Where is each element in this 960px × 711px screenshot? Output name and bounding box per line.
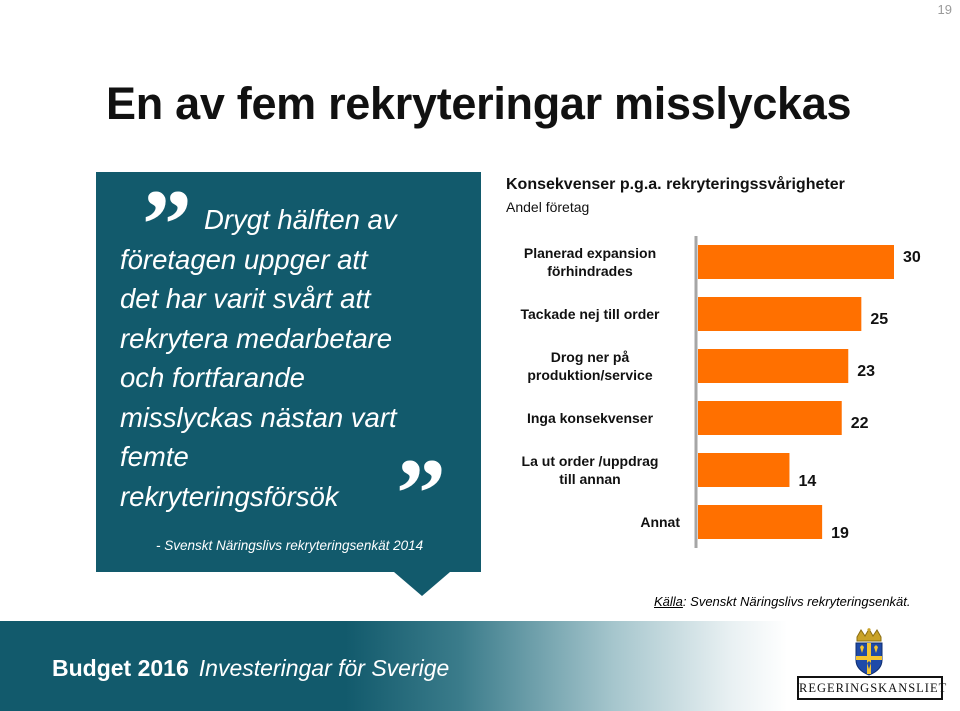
footer-text: Budget 2016 Investeringar för Sverige	[52, 655, 449, 682]
quote-text: Drygt hälften av företagen uppger att de…	[120, 200, 465, 516]
bar-value-label: 23	[857, 363, 875, 380]
quote-line: företagen uppger att	[120, 243, 368, 275]
open-quote-icon: ”	[142, 169, 192, 280]
bar	[698, 297, 862, 331]
quote-line: och fortfarande	[120, 362, 305, 393]
page-number: 19	[937, 2, 952, 17]
source-note: Källa: Svenskt Näringslivs rekryteringse…	[654, 594, 911, 609]
close-quote-icon: ”	[396, 438, 446, 549]
bar	[698, 505, 823, 539]
bar	[698, 401, 842, 435]
slide-title: En av fem rekryteringar misslyckas	[106, 78, 852, 129]
bar-value-label: 30	[903, 249, 921, 266]
chart-title: Konsekvenser p.g.a. rekryteringssvårighe…	[506, 176, 845, 193]
quote-line: femte	[120, 441, 189, 472]
government-logo: REGERINGSKANSLIET	[797, 676, 946, 700]
footer-budget: Budget 2016	[52, 655, 189, 681]
category-label: Annat	[640, 514, 680, 530]
quote-line: rekryteringsförsök	[120, 480, 339, 512]
quote-line: Drygt hälften av	[204, 204, 397, 235]
source-text: : Svenskt Näringslivs rekryteringsenkät.	[682, 594, 911, 609]
quote-source: - Svenskt Näringslivs rekryteringsenkät …	[156, 538, 424, 553]
category-label: Drog ner på produktion/service	[527, 349, 652, 383]
footer-subtitle: Investeringar för Sverige	[198, 655, 450, 681]
quote-line: rekrytera medarbetare	[120, 322, 393, 354]
bar-value-label: 25	[870, 311, 888, 328]
bar-value-label: 22	[851, 415, 869, 432]
bar-value-label: 19	[831, 525, 849, 542]
quote-line: misslyckas nästan vart	[120, 401, 397, 433]
crown-crest-icon	[855, 628, 883, 676]
category-label: Tackade nej till order	[520, 306, 660, 322]
quote-line: det har varit svårt att	[120, 283, 371, 314]
quote-box: ” Drygt hälften av företagen uppger att …	[96, 172, 481, 572]
category-label: Planerad expansion förhindrades	[524, 245, 656, 279]
quote-pointer-arrow	[394, 572, 450, 596]
chart-subtitle: Andel företag	[506, 199, 590, 215]
bar	[698, 349, 849, 383]
source-label: Källa	[654, 594, 683, 609]
bar-value-label: 14	[798, 473, 816, 490]
bar	[698, 245, 894, 279]
bar	[698, 453, 790, 487]
bar-chart: 30 Planerad expansion förhindrades 25 Tackad…	[520, 236, 921, 548]
category-label: La ut order /uppdrag till annan	[522, 453, 659, 487]
category-label: Inga konsekvenser	[527, 410, 654, 426]
